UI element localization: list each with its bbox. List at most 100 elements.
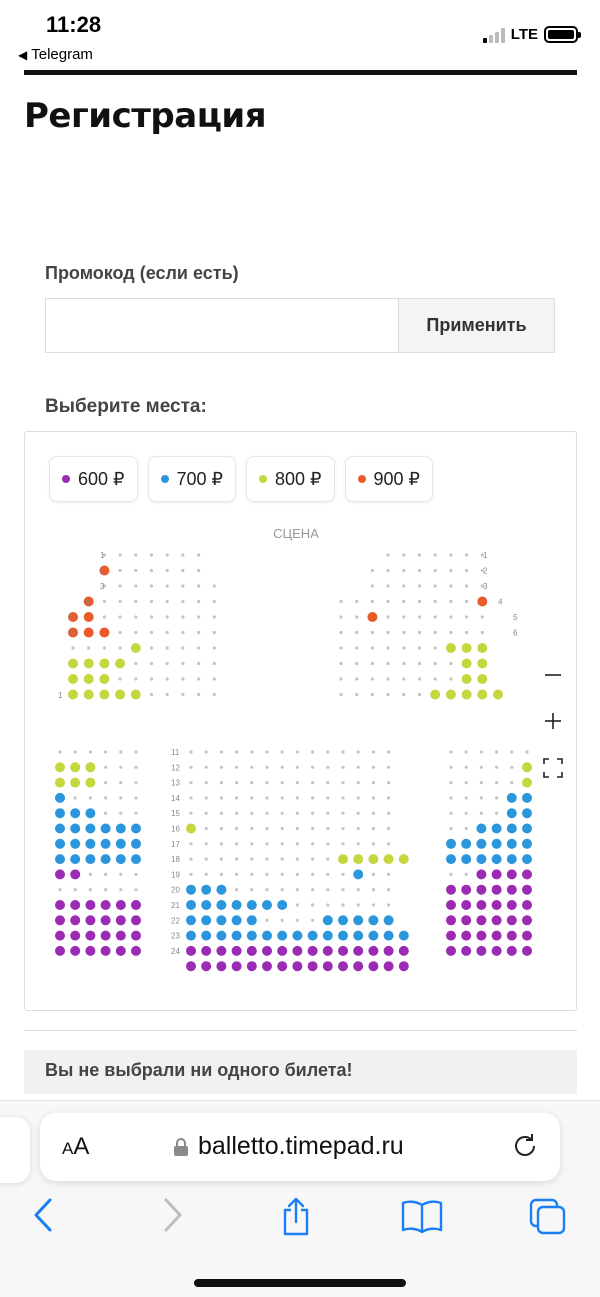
seat-available[interactable]	[100, 823, 111, 834]
seat-available[interactable]	[383, 915, 394, 926]
seat-available[interactable]	[55, 838, 65, 849]
seat-available[interactable]	[201, 945, 212, 956]
seat-available[interactable]	[322, 930, 333, 941]
seat-available[interactable]	[201, 884, 212, 895]
seat-available[interactable]	[461, 915, 472, 926]
seat-available[interactable]	[491, 838, 502, 849]
seat-available[interactable]	[338, 930, 348, 941]
seat-available[interactable]	[100, 854, 111, 865]
seat-available[interactable]	[246, 930, 257, 941]
seat-available[interactable]	[231, 961, 242, 972]
seat-available[interactable]	[277, 900, 288, 910]
seat-available[interactable]	[491, 915, 502, 926]
seat-available[interactable]	[55, 777, 65, 788]
seat-available[interactable]	[70, 854, 81, 865]
legend-chip[interactable]: 900 ₽	[344, 456, 433, 502]
seat-available[interactable]	[231, 900, 242, 910]
seat-available[interactable]	[115, 689, 126, 700]
seat-available[interactable]	[522, 792, 532, 803]
seat-available[interactable]	[446, 884, 456, 895]
seat-available[interactable]	[68, 674, 78, 684]
seat-available[interactable]	[277, 961, 288, 972]
seat-available[interactable]	[522, 762, 532, 773]
seat-available[interactable]	[338, 854, 348, 865]
zoom-out-button[interactable]	[538, 660, 568, 690]
seat-available[interactable]	[522, 915, 532, 926]
seat-available[interactable]	[445, 689, 456, 700]
seat-available[interactable]	[115, 930, 126, 941]
seat-available[interactable]	[522, 884, 532, 895]
seat-available[interactable]	[522, 900, 532, 910]
seat-available[interactable]	[68, 689, 78, 700]
seat-available[interactable]	[446, 900, 456, 910]
seat-available[interactable]	[55, 869, 65, 880]
seat-available[interactable]	[430, 689, 441, 700]
seat-available[interactable]	[307, 930, 318, 941]
seat-available[interactable]	[85, 930, 96, 941]
seat-available[interactable]	[476, 884, 487, 895]
address-bar[interactable]: AA balletto.timepad.ru	[40, 1113, 560, 1181]
seat-map[interactable]: СЦЕНА 1234561123456111213141516171819202…	[25, 432, 577, 1011]
seat-available[interactable]	[131, 838, 141, 849]
url-text[interactable]: balletto.timepad.ru	[198, 1132, 404, 1160]
reload-icon[interactable]	[510, 1131, 540, 1161]
seat-available[interactable]	[477, 643, 488, 653]
seat-available[interactable]	[476, 900, 487, 910]
seat-available[interactable]	[216, 961, 227, 972]
seat-available[interactable]	[70, 762, 81, 773]
bookmarks-icon[interactable]	[400, 1197, 444, 1235]
seat-available[interactable]	[115, 658, 126, 669]
seat-available[interactable]	[70, 777, 81, 788]
seat-available[interactable]	[445, 643, 456, 653]
seat-available[interactable]	[55, 762, 65, 773]
seat-available[interactable]	[55, 915, 65, 926]
seat-available[interactable]	[246, 915, 257, 926]
seat-available[interactable]	[491, 930, 502, 941]
seat-available[interactable]	[100, 838, 111, 849]
seat-available[interactable]	[100, 945, 111, 956]
seat-available[interactable]	[55, 808, 65, 819]
seat-available[interactable]	[522, 777, 532, 788]
seat-available[interactable]	[353, 869, 364, 880]
seat-available[interactable]	[522, 854, 532, 865]
seat-available[interactable]	[100, 915, 111, 926]
seat-available[interactable]	[115, 945, 126, 956]
seat-available[interactable]	[446, 930, 456, 941]
seat-available[interactable]	[476, 823, 487, 834]
forward-icon[interactable]	[158, 1197, 188, 1233]
seat-available[interactable]	[246, 900, 257, 910]
seat-available[interactable]	[83, 658, 94, 669]
seat-available[interactable]	[115, 915, 126, 926]
seat-available[interactable]	[353, 945, 364, 956]
seat-available[interactable]	[322, 961, 333, 972]
seat-available[interactable]	[131, 930, 141, 941]
seat-available[interactable]	[131, 900, 141, 910]
seat-available[interactable]	[186, 961, 196, 972]
seat-available[interactable]	[398, 961, 409, 972]
seat-available[interactable]	[476, 945, 487, 956]
seat-available[interactable]	[201, 961, 212, 972]
seat-available[interactable]	[506, 945, 517, 956]
seat-available[interactable]	[85, 915, 96, 926]
seat-available[interactable]	[398, 930, 409, 941]
seat-available[interactable]	[368, 961, 379, 972]
seat-available[interactable]	[85, 838, 96, 849]
legend-chip[interactable]: 700 ₽	[147, 456, 236, 502]
seat-available[interactable]	[83, 689, 94, 700]
seat-available[interactable]	[216, 884, 227, 895]
seat-available[interactable]	[506, 854, 517, 865]
seat-available[interactable]	[186, 915, 196, 926]
seat-available[interactable]	[383, 961, 394, 972]
seat-available[interactable]	[262, 930, 272, 941]
seat-available[interactable]	[307, 945, 318, 956]
seat-available[interactable]	[461, 930, 472, 941]
seat-available[interactable]	[186, 930, 196, 941]
seat-available[interactable]	[477, 596, 488, 607]
seat-available[interactable]	[201, 915, 212, 926]
seat-available[interactable]	[491, 884, 502, 895]
seat-available[interactable]	[491, 900, 502, 910]
seat-available[interactable]	[506, 792, 517, 803]
zoom-in-button[interactable]	[538, 706, 568, 736]
seat-available[interactable]	[70, 930, 81, 941]
seat-available[interactable]	[115, 823, 126, 834]
